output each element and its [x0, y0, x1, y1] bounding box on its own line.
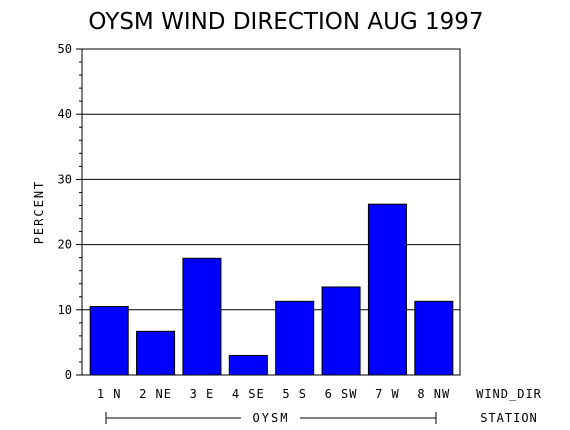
bar-3	[182, 257, 222, 376]
x-tick-label-4: 4 SE	[232, 387, 265, 401]
y-axis-minor-ticks	[76, 48, 82, 376]
x-tick-label-1: 1 N	[97, 387, 122, 401]
bar-5	[275, 300, 315, 376]
bar-2	[136, 330, 176, 376]
station-group-label: OYSM	[253, 411, 290, 425]
plot-frame	[81, 48, 461, 376]
bar-6	[321, 286, 361, 376]
x-tick-labels: 1 N 2 NE 3 E 4 SE 5 S 6 SW 7 W 8 NW	[97, 387, 450, 401]
station-group-bracket: OYSM	[105, 411, 437, 425]
station-axis-label: STATION	[480, 411, 538, 425]
bar-1	[89, 306, 129, 376]
x-tick-label-8: 8 NW	[417, 387, 450, 401]
bars	[89, 203, 454, 376]
bar-4	[228, 354, 268, 376]
y-tick-label-5: 50	[58, 42, 72, 56]
y-tick-label-0: 0	[65, 368, 72, 382]
x-tick-label-2: 2 NE	[139, 387, 172, 401]
x-tick-label-7: 7 W	[375, 387, 400, 401]
x-tick-label-5: 5 S	[282, 387, 307, 401]
y-tick-label-2: 20	[58, 238, 72, 252]
bar-7	[367, 203, 407, 376]
x-tick-label-3: 3 E	[190, 387, 215, 401]
x-tick-label-6: 6 SW	[325, 387, 358, 401]
bar-8	[414, 300, 454, 376]
x-axis-label: WIND_DIR	[476, 387, 542, 401]
y-axis-label: PERCENT	[32, 180, 46, 245]
y-tick-label-1: 10	[58, 303, 72, 317]
chart-title: OYSM WIND DIRECTION AUG 1997	[88, 9, 483, 35]
y-tick-label-3: 30	[58, 172, 72, 186]
y-tick-label-4: 40	[58, 107, 72, 121]
y-tick-labels: 0 10 20 30 40 50	[58, 42, 72, 382]
